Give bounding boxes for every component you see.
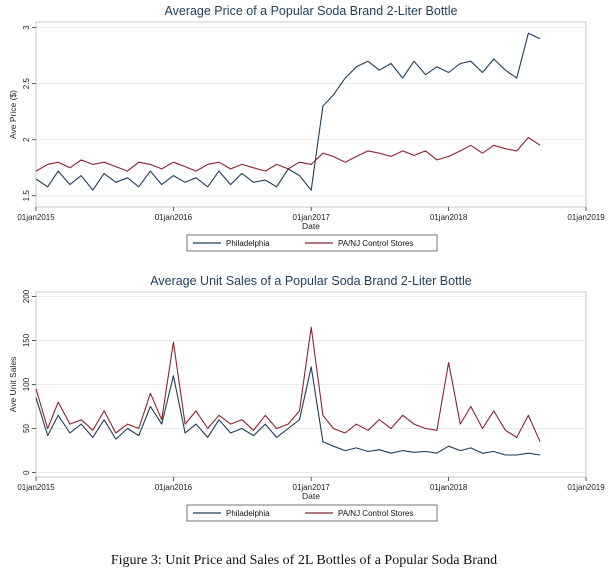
y-tick-label: 150 [22, 333, 31, 347]
legend-label-control-stores: PA/NJ Control Stores [338, 239, 413, 248]
y-tick-label: 50 [22, 424, 31, 433]
plot-frame [35, 21, 587, 208]
legend-label-control-stores: PA/NJ Control Stores [338, 509, 413, 518]
legend-label-philadelphia: Philadelphia [226, 509, 270, 518]
x-tick-label: 01jan2017 [293, 213, 331, 222]
y-tick-label: 1.5 [22, 190, 31, 202]
series-line-philadelphia [35, 366, 541, 456]
chart-title: Average Unit Sales of a Popular Soda Bra… [150, 274, 472, 288]
x-tick-label: 01jan2018 [430, 213, 468, 222]
y-tick-label: 2.5 [22, 78, 31, 90]
x-tick-label: 01jan2017 [293, 483, 331, 492]
x-tick-label: 01jan2015 [17, 213, 55, 222]
x-tick-label: 01jan2019 [567, 483, 605, 492]
y-tick-label: 100 [22, 377, 31, 391]
x-axis-label: Date [302, 221, 320, 231]
legend-label-philadelphia: Philadelphia [226, 239, 270, 248]
figure-caption: Figure 3: Unit Price and Sales of 2L Bot… [110, 553, 498, 568]
y-tick-label: 200 [22, 289, 31, 303]
x-tick-label: 01jan2018 [430, 483, 468, 492]
y-axis-label: Ave Price ($) [8, 90, 18, 139]
y-tick-label: 3 [22, 25, 31, 30]
x-axis-label: Date [302, 491, 320, 501]
y-tick-label: 2 [22, 137, 31, 142]
x-tick-label: 01jan2019 [567, 213, 605, 222]
y-axis-label: Ave Unit Sales [8, 357, 18, 413]
series-line-control-stores [35, 136, 541, 172]
chart-title: Average Price of a Popular Soda Brand 2-… [165, 4, 458, 18]
y-tick-label: 0 [22, 470, 31, 475]
x-tick-label: 01jan2016 [155, 483, 193, 492]
x-tick-label: 01jan2015 [17, 483, 55, 492]
series-line-philadelphia [35, 32, 541, 191]
series-line-control-stores [35, 326, 541, 443]
x-tick-label: 01jan2016 [155, 213, 193, 222]
